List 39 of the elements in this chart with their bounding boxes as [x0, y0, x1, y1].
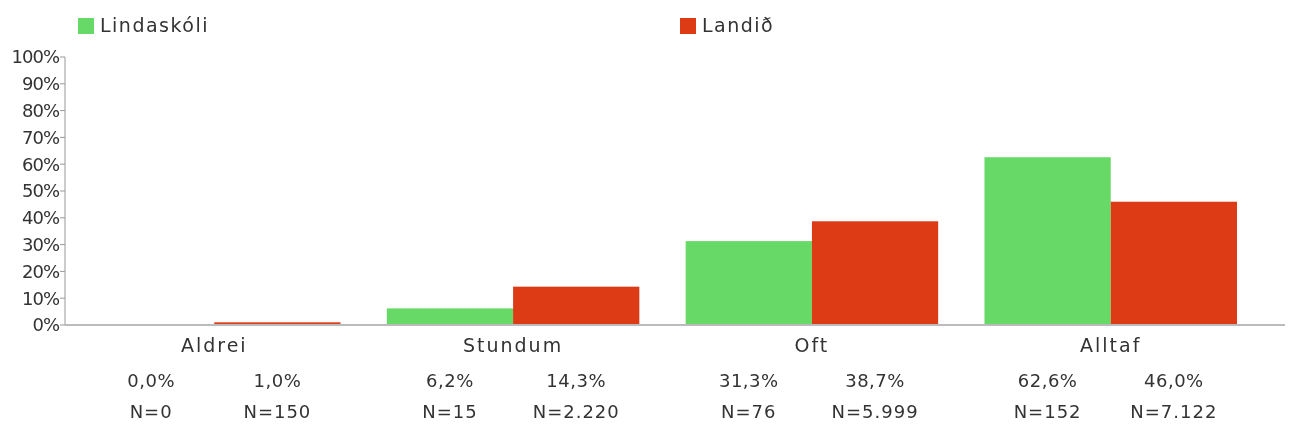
- text: N=15: [422, 401, 478, 422]
- bar: [386, 308, 514, 325]
- legend-label: Lindaskóli: [100, 14, 210, 36]
- text: N=0: [129, 401, 173, 422]
- bar: [685, 241, 812, 325]
- y-tick-label: 0%: [32, 314, 60, 336]
- data-label: 14,3%: [546, 370, 607, 391]
- text: N=5.999: [831, 401, 919, 422]
- y-tick-label: 50%: [21, 180, 60, 202]
- legend-label: Landið: [702, 14, 775, 36]
- bar: [811, 221, 939, 325]
- data-label: 0,0%: [127, 370, 175, 391]
- y-tick-label: 30%: [21, 233, 60, 255]
- y-tick-label: 100%: [11, 46, 60, 68]
- x-tick-label: Stundum: [462, 334, 564, 356]
- data-label: 6,2%: [426, 370, 474, 391]
- x-tick-label: Alltaf: [1080, 334, 1142, 356]
- y-tick-label: 70%: [21, 126, 60, 148]
- y-tick-label: 90%: [21, 73, 60, 95]
- y-tick-label: 80%: [21, 99, 60, 121]
- data-label: 1,0%: [253, 370, 302, 391]
- x-tick-label: Oft: [794, 334, 830, 356]
- bar: [513, 286, 640, 325]
- text: N=150: [243, 401, 312, 422]
- bar: [984, 157, 1111, 325]
- y-tick-label: 20%: [21, 260, 60, 282]
- text: N=7.122: [1130, 401, 1218, 422]
- x-tick-label: Aldrei: [180, 334, 248, 356]
- y-tick-label: 60%: [21, 153, 60, 175]
- text: N=2.220: [532, 401, 620, 422]
- data-label: 38,7%: [845, 370, 905, 391]
- text: N=76: [721, 401, 777, 422]
- bar: [1110, 201, 1237, 325]
- y-tick-label: 10%: [21, 287, 60, 309]
- data-label: 62,6%: [1017, 370, 1078, 391]
- data-label: 46,0%: [1144, 370, 1204, 391]
- data-label: 31,3%: [718, 370, 779, 391]
- text: N=152: [1013, 401, 1082, 422]
- y-tick-label: 40%: [21, 207, 60, 229]
